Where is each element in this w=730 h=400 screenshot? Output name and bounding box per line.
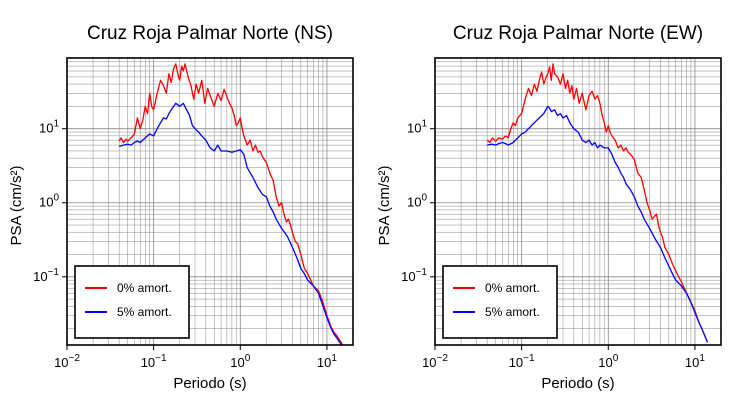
y-tick-label: 101 [407, 119, 427, 136]
chart-panel-0: 10−2 10−1 100 101 10−1 100 101 Cruz Roja Palmar… [8, 23, 354, 392]
x-tick-label: 10−1 [509, 353, 535, 370]
x-tick-label: 10−2 [54, 353, 80, 370]
series-line-undamped [486, 63, 709, 343]
y-tick-label: 100 [407, 193, 427, 210]
x-axis-label: Periodo (s) [541, 375, 614, 392]
y-tick-label: 101 [39, 119, 59, 136]
chart-title: Cruz Roja Palmar Norte (EW) [453, 23, 703, 44]
x-tick-label: 100 [230, 353, 250, 370]
x-tick-label: 101 [685, 353, 705, 370]
y-tick-label: 10−1 [401, 267, 427, 284]
x-axis-label: Periodo (s) [173, 375, 246, 392]
plot-frame [434, 57, 722, 346]
legend-label: 5% amort. [117, 305, 172, 319]
y-tick-label: 10−1 [33, 267, 59, 284]
series-line-undamped [118, 63, 343, 345]
y-tick-label: 100 [39, 193, 59, 210]
chart-title: Cruz Roja Palmar Norte (NS) [87, 23, 333, 44]
plot-frame [66, 57, 354, 346]
y-axis-label: PSA (cm/s²) [376, 165, 393, 245]
x-tick-label: 100 [598, 353, 618, 370]
x-tick-label: 10−2 [422, 353, 448, 370]
legend-label: 0% amort. [485, 281, 540, 295]
x-tick-label: 101 [317, 353, 337, 370]
legend-label: 0% amort. [117, 281, 172, 295]
legend-box [442, 265, 558, 339]
chart-panel-1: 10−2 10−1 100 101 10−1 100 101 Cruz Roja Palmar… [376, 23, 722, 392]
y-axis-label: PSA (cm/s²) [8, 165, 25, 245]
legend-label: 5% amort. [485, 305, 540, 319]
grid [434, 57, 722, 345]
legend: 0% amort. 5% amort. [74, 265, 190, 339]
legend: 0% amort. 5% amort. [442, 265, 558, 339]
series-line-damped [119, 102, 343, 346]
legend-box [74, 265, 190, 339]
x-tick-label: 10−1 [141, 353, 167, 370]
series-line-damped [487, 105, 709, 343]
